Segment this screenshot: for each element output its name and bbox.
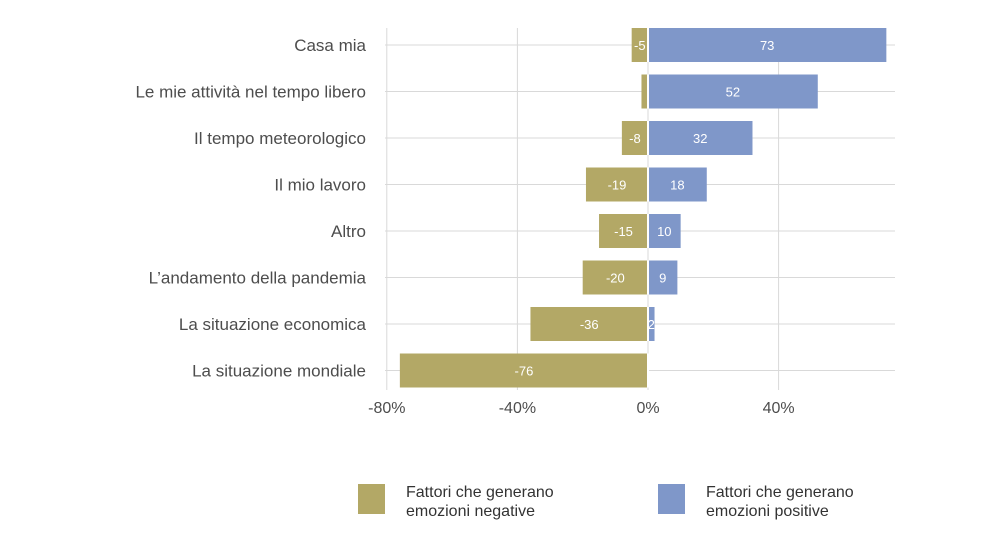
category-label: L’andamento della pandemia [149,269,367,288]
category-label: La situazione mondiale [192,362,366,381]
bar-negative [399,353,648,388]
bar-positive [648,74,818,109]
bar-positive [648,260,678,295]
bar-positive [648,167,707,202]
data-label: -5 [634,38,646,53]
data-label: 32 [693,131,707,146]
bar-negative [582,260,648,295]
legend-label: Fattori che generano [706,484,854,501]
data-label: 18 [670,178,684,193]
legend-label: emozioni negative [406,503,535,520]
data-label: 73 [760,38,774,53]
legend-label: Fattori che generano [406,484,554,501]
bar-positive [648,214,681,248]
category-label: Casa mia [294,36,366,55]
bar-negative [599,214,648,248]
data-label: -15 [614,224,633,239]
x-axis-ticks: -80% -40% 0% 40% [368,400,794,417]
data-label: -20 [606,271,625,286]
category-labels: Casa mia Le mie attività nel tempo libero… [135,36,366,381]
data-label: -76 [515,364,534,379]
data-label: -8 [629,131,641,146]
data-label: 52 [726,85,740,100]
category-label: Altro [331,222,366,241]
bar-negative [621,121,648,155]
category-label: Il tempo meteorologico [194,129,366,148]
category-label: Il mio lavoro [274,176,366,195]
data-label: -36 [580,317,599,332]
category-label: La situazione economica [179,315,367,334]
bar-negative [631,28,648,62]
x-tick-label: -40% [499,400,536,417]
bar-positive [648,307,655,341]
legend: Fattori che generano emozioni negative Fat… [358,484,854,520]
legend-label: emozioni positive [706,503,829,520]
bars: -5 73 52 -8 32 -19 18 -15 10 -20 9 -36 2 -76 [399,28,887,388]
data-label: -19 [608,178,627,193]
x-tick-label: 40% [763,400,795,417]
data-label: 9 [659,271,666,286]
bar-positive [648,121,753,155]
bar-negative [641,74,648,109]
x-tick-label: 0% [636,400,659,417]
legend-swatch-negative [358,484,385,514]
data-label: 10 [657,224,671,239]
x-tick-label: -80% [368,400,405,417]
legend-swatch-positive [658,484,685,514]
data-label: 2 [648,317,655,332]
bar-negative [530,307,648,341]
bar-positive [648,28,887,62]
category-label: Le mie attività nel tempo libero [135,83,366,102]
bar-negative [585,167,648,202]
